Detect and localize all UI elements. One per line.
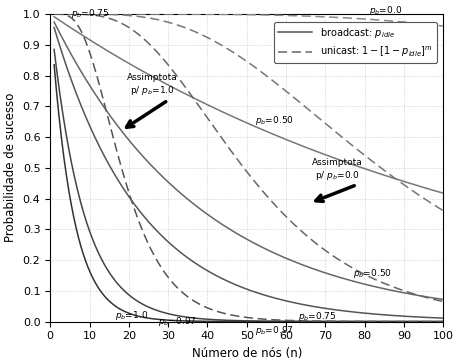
Text: $p_b$=0.75: $p_b$=0.75 <box>71 7 109 20</box>
X-axis label: Número de nós (n): Número de nós (n) <box>191 347 302 360</box>
Legend: broadcast: $p_{idle}$, unicast: $1-[1-p_{idle}]^m$: broadcast: $p_{idle}$, unicast: $1-[1-p_… <box>274 22 436 63</box>
Text: $p_b$=0.50: $p_b$=0.50 <box>255 114 294 127</box>
Text: $p_b$=0.97: $p_b$=0.97 <box>158 315 197 328</box>
Text: $p_b$=0.0: $p_b$=0.0 <box>369 4 402 17</box>
Text: Assimptota
p/ $p_b$=1.0: Assimptota p/ $p_b$=1.0 <box>127 73 178 97</box>
Text: Assimptota
p/ $p_b$=0.0: Assimptota p/ $p_b$=0.0 <box>312 158 363 182</box>
Text: $p_b$=0.75: $p_b$=0.75 <box>298 310 336 323</box>
Text: $p_b$=0.50: $p_b$=0.50 <box>353 266 392 280</box>
Text: $p_b$=0.97: $p_b$=0.97 <box>255 324 294 337</box>
Y-axis label: Probabilidade de sucesso: Probabilidade de sucesso <box>4 93 17 242</box>
Text: $p_b$=1.0: $p_b$=1.0 <box>115 309 148 322</box>
